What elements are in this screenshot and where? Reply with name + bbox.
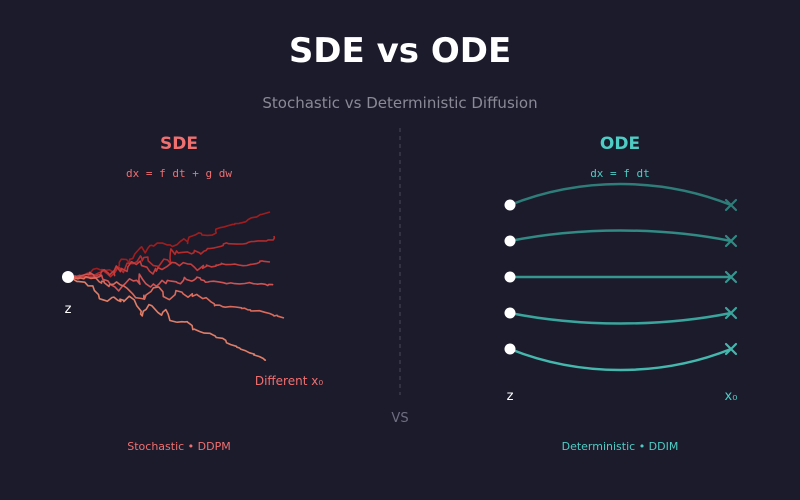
ode-start-point: [504, 307, 516, 319]
sde-path: [67, 260, 271, 280]
sde-start-label: z: [65, 302, 72, 317]
sde-path: [67, 235, 276, 279]
ode-equation: dx = f dt: [590, 167, 650, 180]
page-subtitle: Stochastic vs Deterministic Diffusion: [262, 94, 537, 112]
ode-end-label: x₀: [725, 389, 738, 404]
ode-heading: ODE: [600, 134, 640, 154]
ode-start-point: [504, 271, 516, 283]
sde-heading: SDE: [160, 134, 198, 154]
sde-path: [67, 275, 285, 319]
ode-start-point: [504, 235, 516, 247]
sde-equation: dx = f dt + g dw: [126, 167, 232, 180]
ode-panel: ODE dx = f dt z x₀ Deterministic • DDIM: [504, 134, 738, 453]
ode-trajectory: [509, 311, 732, 325]
sde-paths: [66, 211, 285, 362]
sde-path: [67, 271, 274, 292]
ode-end-cross-icon: [724, 234, 738, 248]
ode-end-cross-icon: [724, 270, 738, 284]
ode-trajectory: [509, 182, 732, 207]
sde-end-label: Different x₀: [255, 374, 324, 388]
ode-end-cross-icon: [724, 306, 738, 320]
vs-label: VS: [391, 411, 408, 426]
sde-start-point: [62, 271, 74, 283]
sde-panel: SDE dx = f dt + g dw z Different x₀ Stoc…: [62, 134, 323, 453]
ode-caption: Deterministic • DDIM: [562, 440, 679, 453]
sde-caption: Stochastic • DDPM: [127, 440, 230, 453]
ode-trajectory: [509, 229, 732, 243]
ode-end-cross-icon: [724, 198, 738, 212]
ode-start-label: z: [507, 389, 514, 404]
ode-trajectory: [509, 347, 732, 372]
ode-end-cross-icon: [724, 342, 738, 356]
ode-start-point: [504, 343, 516, 355]
page-title: SDE vs ODE: [289, 31, 511, 71]
ode-start-point: [504, 199, 516, 211]
sde-path: [67, 276, 267, 362]
ode-trajectories: [504, 182, 738, 372]
